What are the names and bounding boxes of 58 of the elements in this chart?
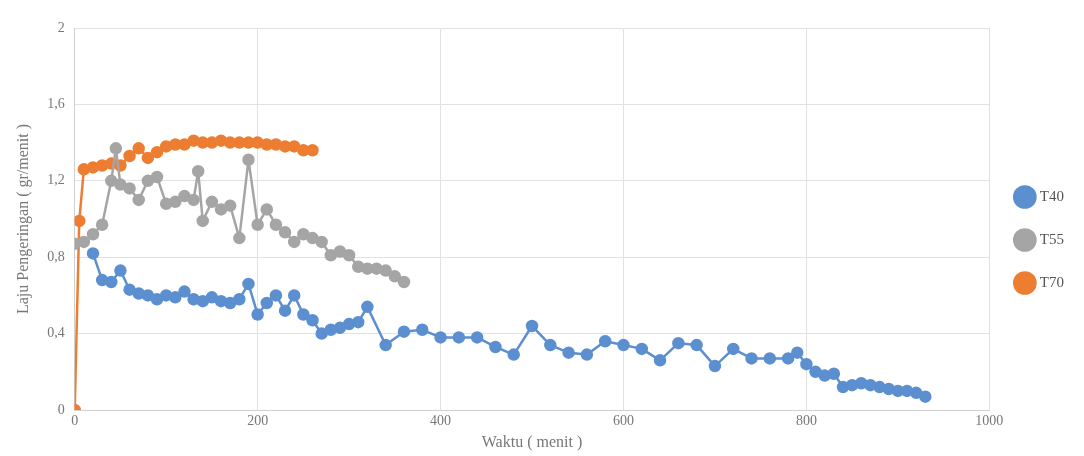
point (287, 235, 301, 249)
point (141, 151, 155, 165)
point (306, 143, 319, 157)
point (315, 235, 328, 249)
point (242, 153, 255, 167)
legend-label: T40 (1039, 187, 1065, 204)
point (178, 189, 191, 203)
point (109, 142, 123, 155)
y-tick-label: 0,8 (47, 248, 65, 264)
point (74, 214, 86, 228)
point (141, 174, 155, 188)
x-tick-label: 200 (247, 413, 269, 429)
x-tick-label: 1000 (975, 413, 1004, 429)
point (223, 199, 237, 212)
x-tick-label: 800 (795, 413, 817, 429)
point (169, 195, 182, 209)
point (333, 245, 347, 258)
x-tick-label: 0 (71, 413, 79, 429)
x-tick-label: 400 (430, 413, 452, 429)
point (306, 231, 319, 245)
point (196, 214, 209, 228)
point (150, 170, 164, 184)
point (278, 226, 292, 239)
x-tick-label: 600 (612, 413, 634, 429)
point (105, 174, 118, 188)
point (191, 165, 205, 178)
point (187, 193, 200, 207)
legend-label: T70 (1039, 273, 1065, 290)
point (342, 249, 356, 262)
point (150, 145, 164, 159)
point (132, 142, 145, 155)
point (132, 193, 145, 207)
point (123, 149, 136, 163)
y-tick-label: 0 (57, 401, 65, 417)
point (95, 218, 109, 231)
point (77, 235, 91, 249)
point (233, 231, 246, 245)
point (123, 182, 136, 195)
point (251, 218, 264, 231)
point (287, 140, 301, 153)
point (114, 178, 127, 191)
point (86, 228, 100, 241)
legend-label: T55 (1039, 230, 1065, 247)
x-axis-title: Waktu ( menit ) (481, 432, 583, 451)
point (214, 203, 228, 216)
y-tick-label: 1,6 (47, 96, 65, 112)
y-tick-label: 0,4 (47, 325, 65, 341)
point (269, 218, 283, 231)
y-tick-label: 2 (57, 19, 65, 35)
point (205, 195, 219, 209)
y-axis-title: Laju Pengeringan ( gr/menit ) (13, 123, 32, 315)
point (397, 275, 411, 289)
point (379, 264, 392, 277)
point (297, 228, 310, 241)
point (388, 270, 402, 283)
point (260, 203, 274, 216)
y-tick-label: 1,2 (47, 172, 65, 188)
point (324, 249, 338, 262)
